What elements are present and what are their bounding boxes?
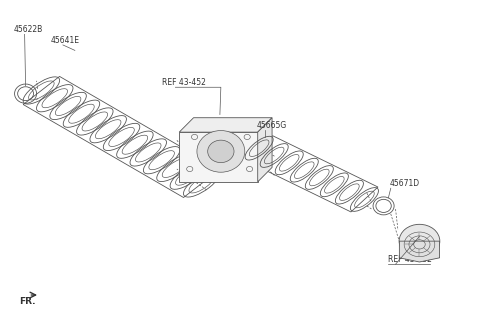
Ellipse shape (399, 224, 440, 258)
Ellipse shape (197, 130, 245, 172)
Polygon shape (399, 241, 440, 262)
Polygon shape (179, 132, 258, 182)
Text: 45671D: 45671D (389, 179, 420, 188)
Text: REF 43-452: REF 43-452 (388, 255, 432, 264)
Text: FR.: FR. (19, 297, 36, 306)
Text: 45641E: 45641E (51, 36, 80, 45)
Ellipse shape (208, 140, 234, 163)
Text: REF 43-452: REF 43-452 (162, 78, 206, 87)
Text: 45622B: 45622B (13, 25, 42, 34)
Text: 45665G: 45665G (257, 120, 287, 129)
Polygon shape (179, 118, 272, 132)
Polygon shape (258, 118, 272, 182)
